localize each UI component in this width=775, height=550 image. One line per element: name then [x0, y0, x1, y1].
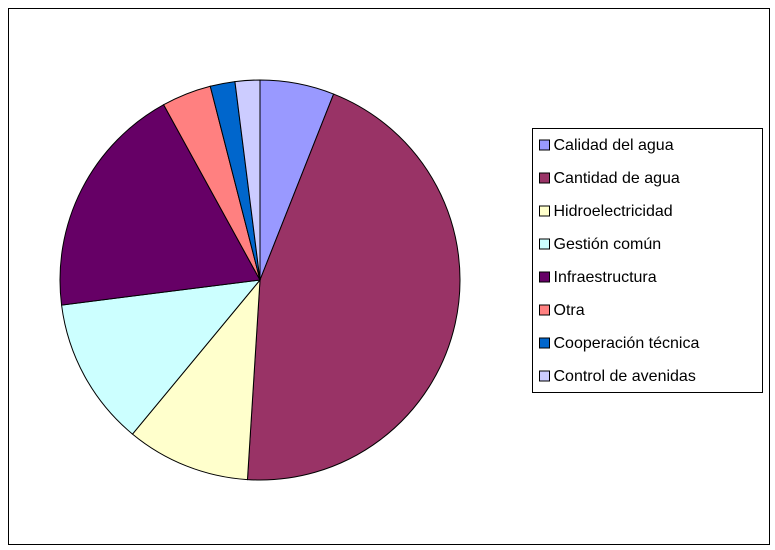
legend-swatch	[539, 238, 550, 250]
legend-label: Gestión común	[554, 236, 662, 253]
legend-swatch	[539, 271, 550, 283]
legend-swatch	[539, 139, 550, 151]
pie-slice	[59, 104, 261, 306]
legend-swatch	[539, 370, 550, 382]
pie-slice	[131, 278, 261, 481]
pie-slice	[234, 79, 261, 281]
legend-label: Hidroelectricidad	[554, 203, 673, 220]
legend-swatch	[539, 304, 550, 316]
pie-slice	[61, 279, 262, 435]
legend: Calidad del agua Cantidad de agua Hidroele…	[539, 137, 700, 385]
pie-slice	[246, 93, 461, 481]
legend-swatch	[539, 205, 550, 217]
legend-label: Infraestructura	[554, 269, 657, 286]
legend-label: Calidad del agua	[554, 137, 674, 154]
legend-swatch	[539, 172, 550, 184]
legend-label: Otra	[554, 302, 585, 319]
legend-label: Control de avenidas	[554, 368, 696, 385]
legend-label: Cantidad de agua	[554, 170, 680, 187]
legend-swatch	[539, 337, 550, 349]
legend-label: Cooperación técnica	[554, 335, 700, 352]
legend-box	[532, 128, 763, 393]
pie	[59, 79, 461, 481]
